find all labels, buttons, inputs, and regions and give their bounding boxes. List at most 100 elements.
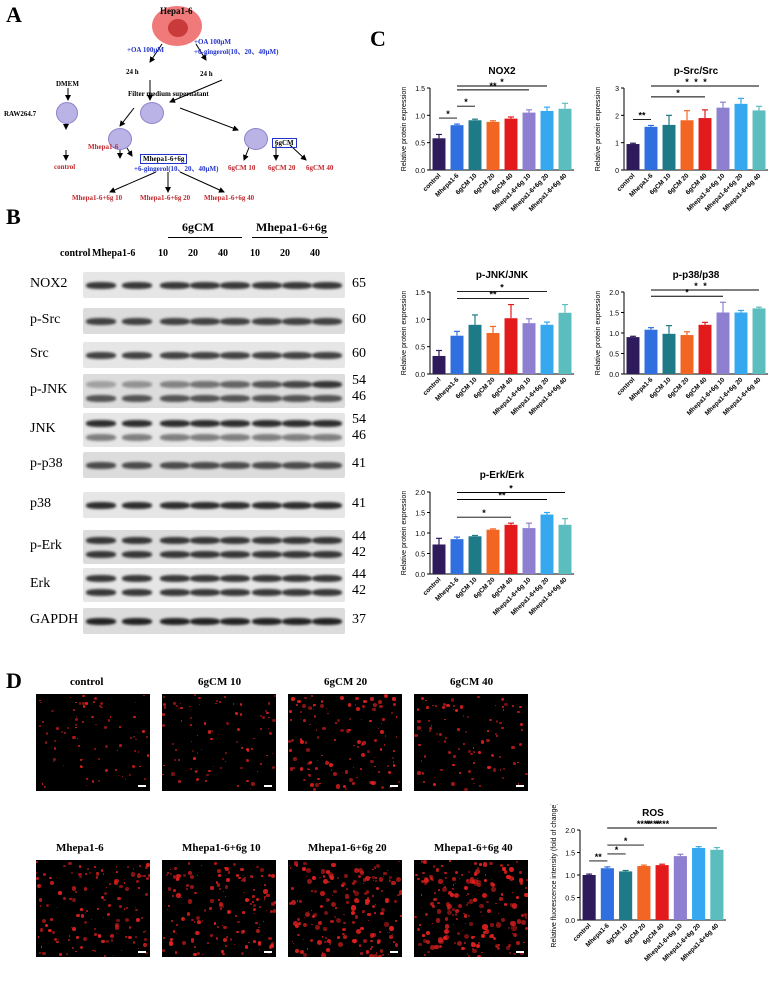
blot-band [252, 502, 282, 509]
blot-band [122, 352, 152, 359]
bar [662, 124, 676, 170]
filter-label: Filter medium supernatant [128, 90, 209, 98]
hepa-label: Hepa1-6 [160, 6, 193, 16]
6gcm-box: 6gCM [272, 138, 297, 148]
blot-band [312, 282, 342, 289]
kda-label: 60 [352, 346, 366, 361]
y-tick-label: 1 [615, 141, 619, 148]
blot-band [220, 537, 250, 544]
dmem-label: DMEM [56, 80, 79, 88]
ros-micrograph [414, 694, 528, 791]
blot-band [220, 318, 250, 325]
bar [619, 871, 633, 920]
significance-label: * [464, 97, 468, 107]
blot-band [220, 462, 250, 469]
blot-band [312, 318, 342, 325]
bar [692, 848, 706, 920]
blot-band [252, 575, 282, 582]
bar [504, 318, 518, 374]
significance-label: * [703, 281, 707, 291]
bar [752, 110, 766, 170]
blot-band [86, 282, 116, 289]
blot-band [252, 381, 282, 388]
blot-band [190, 551, 220, 558]
scale-bar [264, 785, 272, 787]
ros-micrograph [36, 694, 150, 791]
kda-label: 54 [352, 373, 366, 388]
ros-micrograph [414, 860, 528, 957]
bar [540, 324, 554, 374]
bar-chart: p-p38/p38 Relative protein expression 0.0 0… [595, 270, 768, 417]
scale-bar [138, 951, 146, 953]
blot-band [122, 282, 152, 289]
y-tick-label: 0.5 [415, 552, 425, 559]
blot-band [122, 551, 152, 558]
blot-band [312, 575, 342, 582]
blot-band [312, 352, 342, 359]
blot-band [160, 537, 190, 544]
blot-image [83, 608, 345, 634]
lane-label: 10 [250, 248, 260, 259]
bar-chart: p-Erk/Erk Relative protein expression 0.0 0… [401, 470, 574, 617]
micrograph-label: 6gCM 10 [198, 676, 242, 688]
lane-label: control [60, 248, 91, 259]
blot-image [83, 530, 345, 564]
blot-band [160, 395, 190, 402]
micrograph-label: 6gCM 40 [450, 676, 494, 688]
bar-chart: NOX2 Relative protein expression 0.0 0.5 1.0… [401, 66, 574, 213]
ros-micrograph [288, 694, 402, 791]
oa-left-label: +OA 100μM [127, 46, 164, 54]
bar [522, 323, 536, 374]
bar [450, 125, 464, 170]
cm20-label: 6gCM 20 [268, 164, 296, 172]
y-axis-label: Relative protein expression [401, 291, 408, 376]
blot-band [122, 434, 152, 441]
bar [644, 126, 658, 170]
y-tick-label: 0.0 [609, 372, 619, 379]
y-tick-label: 2.0 [415, 490, 425, 497]
blot-label: p-Src [30, 312, 61, 327]
blot-label: JNK [30, 421, 56, 436]
gingerol-label: +6-gingerol(10、20、40μM) [194, 48, 279, 56]
y-tick-label: 3 [615, 86, 619, 93]
blot-band [160, 318, 190, 325]
bar [432, 355, 446, 374]
blot-band [86, 537, 116, 544]
significance-label: * [685, 287, 689, 297]
y-tick-label: 2.0 [565, 828, 575, 835]
cm-cell-icon [244, 128, 268, 150]
blot-band [190, 395, 220, 402]
blot-band [190, 282, 220, 289]
blot-label: NOX2 [30, 276, 68, 291]
significance-label: * [500, 77, 504, 87]
kda-label: 42 [352, 545, 366, 560]
blot-image [83, 272, 345, 298]
ros-micrograph [162, 860, 276, 957]
bar [680, 335, 694, 374]
y-axis-label: Relative fluorescence intensity (fold of… [551, 804, 558, 948]
blot-band [220, 434, 250, 441]
y-tick-label: 1.0 [415, 113, 425, 120]
blot-band [282, 352, 312, 359]
y-axis-label: Relative protein expression [401, 87, 408, 172]
blot-band [122, 589, 152, 596]
blot-band [252, 352, 282, 359]
blot-label: p-Erk [30, 538, 62, 553]
bar [450, 539, 464, 574]
kda-label: 37 [352, 612, 366, 627]
control-label: control [54, 163, 76, 171]
blot-band [160, 589, 190, 596]
blot-band [220, 420, 250, 427]
blot-label: p-p38 [30, 456, 63, 471]
blot-band [86, 420, 116, 427]
significance-label: ** [498, 491, 506, 501]
blot-band [86, 589, 116, 596]
blot-band [160, 381, 190, 388]
micrograph-label: 6gCM 20 [324, 676, 368, 688]
chart-title: p-p38/p38 [673, 270, 720, 281]
panel-label-a: A [6, 2, 22, 27]
panel-label-c: C [370, 26, 386, 51]
raw-cell-icon [56, 102, 78, 124]
blot-band [252, 434, 282, 441]
blot-band [122, 318, 152, 325]
